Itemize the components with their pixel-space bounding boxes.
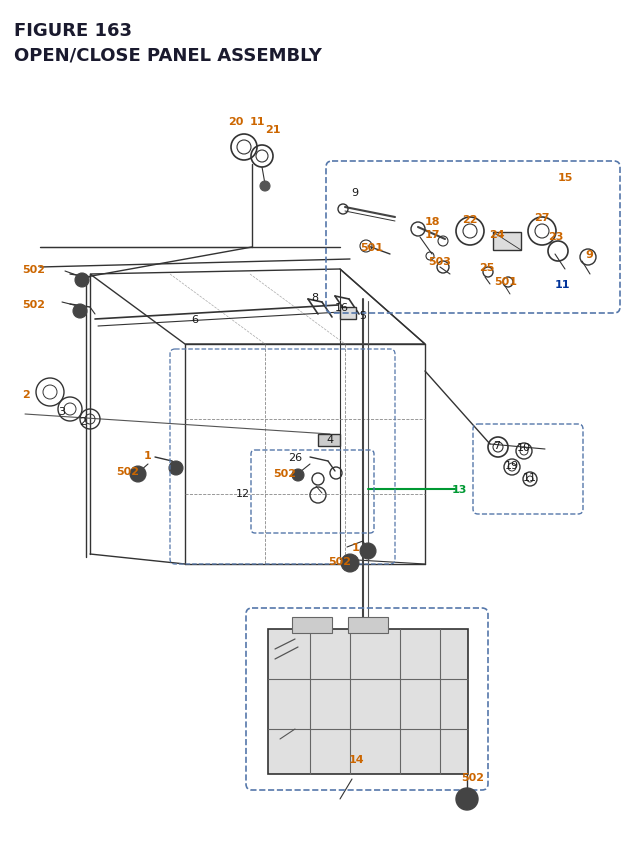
Text: 5: 5 (360, 311, 367, 320)
Circle shape (75, 274, 89, 288)
Circle shape (341, 554, 359, 573)
Bar (340, 307, 356, 319)
Text: 21: 21 (265, 125, 281, 135)
Text: 17: 17 (424, 230, 440, 239)
Bar (318, 435, 340, 447)
Text: 11: 11 (523, 473, 537, 482)
Text: 22: 22 (462, 214, 477, 225)
Text: 9: 9 (585, 250, 593, 260)
Text: 24: 24 (489, 230, 505, 239)
Text: 7: 7 (493, 441, 500, 450)
Text: 15: 15 (557, 173, 573, 183)
Text: 1: 1 (352, 542, 360, 553)
Text: 502: 502 (273, 468, 296, 479)
Text: OPEN/CLOSE PANEL ASSEMBLY: OPEN/CLOSE PANEL ASSEMBLY (14, 46, 322, 64)
Text: 2: 2 (22, 389, 30, 400)
Bar (292, 617, 332, 633)
Text: 11: 11 (554, 280, 570, 289)
Text: 10: 10 (517, 443, 531, 453)
Text: 20: 20 (228, 117, 244, 127)
Text: 19: 19 (505, 461, 519, 470)
Text: 502: 502 (22, 300, 45, 310)
Bar (348, 617, 388, 633)
Text: 23: 23 (548, 232, 564, 242)
Text: 502: 502 (328, 556, 351, 567)
Text: 501: 501 (495, 276, 518, 287)
Text: 502: 502 (461, 772, 484, 782)
Text: 25: 25 (479, 263, 495, 273)
Text: 11: 11 (249, 117, 265, 127)
Text: 14: 14 (348, 754, 364, 764)
Text: 502: 502 (22, 264, 45, 275)
Bar (493, 232, 521, 251)
Text: 503: 503 (429, 257, 451, 267)
Circle shape (73, 305, 87, 319)
Circle shape (456, 788, 478, 810)
Text: 18: 18 (424, 217, 440, 226)
Text: 12: 12 (236, 488, 250, 499)
Bar (268, 629, 468, 774)
Circle shape (130, 467, 146, 482)
Text: 3: 3 (58, 406, 65, 417)
Text: FIGURE 163: FIGURE 163 (14, 22, 132, 40)
Circle shape (169, 461, 183, 475)
Circle shape (292, 469, 304, 481)
Text: 26: 26 (288, 453, 302, 462)
Text: 1: 1 (144, 450, 152, 461)
Text: 501: 501 (360, 243, 383, 253)
Text: 9: 9 (351, 188, 358, 198)
Text: 4: 4 (326, 435, 333, 444)
Text: 2: 2 (79, 417, 86, 426)
Text: 502: 502 (116, 467, 140, 476)
Text: 13: 13 (451, 485, 467, 494)
Text: 16: 16 (335, 303, 349, 313)
Text: 27: 27 (534, 213, 550, 223)
Text: 8: 8 (312, 293, 319, 303)
Text: 6: 6 (191, 314, 198, 325)
Circle shape (260, 182, 270, 192)
Circle shape (360, 543, 376, 560)
